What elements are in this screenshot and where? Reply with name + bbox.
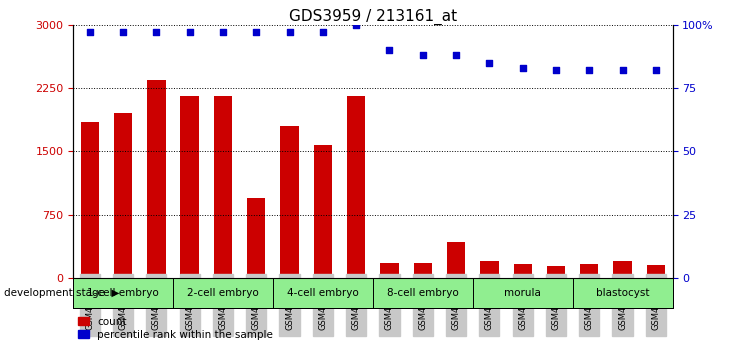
- Bar: [414, 263, 432, 278]
- Point: [384, 47, 395, 53]
- Point: [117, 29, 129, 35]
- Bar: [613, 261, 632, 278]
- Point: [617, 68, 629, 73]
- Bar: [647, 265, 665, 278]
- Text: 4-cell embryo: 4-cell embryo: [287, 288, 359, 298]
- Text: blastocyst: blastocyst: [596, 288, 649, 298]
- Point: [350, 22, 362, 28]
- Point: [84, 29, 96, 35]
- Text: development stage  ▶: development stage ▶: [4, 288, 119, 298]
- Bar: [380, 263, 398, 278]
- Bar: [547, 266, 565, 278]
- Point: [183, 29, 195, 35]
- Bar: [314, 144, 332, 278]
- Text: 2-cell embryo: 2-cell embryo: [187, 288, 259, 298]
- Bar: [572, 278, 673, 308]
- Title: GDS3959 / 213161_at: GDS3959 / 213161_at: [289, 8, 457, 25]
- Point: [583, 68, 595, 73]
- Bar: [213, 97, 232, 278]
- Point: [483, 60, 495, 65]
- Point: [151, 29, 162, 35]
- Bar: [580, 264, 599, 278]
- Bar: [114, 113, 132, 278]
- Bar: [181, 97, 199, 278]
- Bar: [480, 261, 499, 278]
- Bar: [173, 278, 273, 308]
- Point: [417, 52, 428, 58]
- Bar: [373, 278, 473, 308]
- Bar: [247, 198, 265, 278]
- Text: 8-cell embryo: 8-cell embryo: [387, 288, 458, 298]
- Point: [284, 29, 295, 35]
- Point: [650, 68, 662, 73]
- Bar: [281, 126, 299, 278]
- Point: [217, 29, 229, 35]
- Text: morula: morula: [504, 288, 541, 298]
- Bar: [273, 278, 373, 308]
- Bar: [447, 242, 465, 278]
- Point: [450, 52, 462, 58]
- Bar: [73, 278, 173, 308]
- Text: 1-cell embryo: 1-cell embryo: [87, 288, 159, 298]
- Bar: [80, 122, 99, 278]
- Bar: [347, 97, 366, 278]
- Point: [550, 68, 562, 73]
- Point: [517, 65, 529, 71]
- Bar: [513, 263, 532, 278]
- Point: [317, 29, 329, 35]
- Legend: count, percentile rank within the sample: count, percentile rank within the sample: [78, 317, 273, 340]
- Point: [251, 29, 262, 35]
- Bar: [147, 80, 165, 278]
- Bar: [473, 278, 572, 308]
